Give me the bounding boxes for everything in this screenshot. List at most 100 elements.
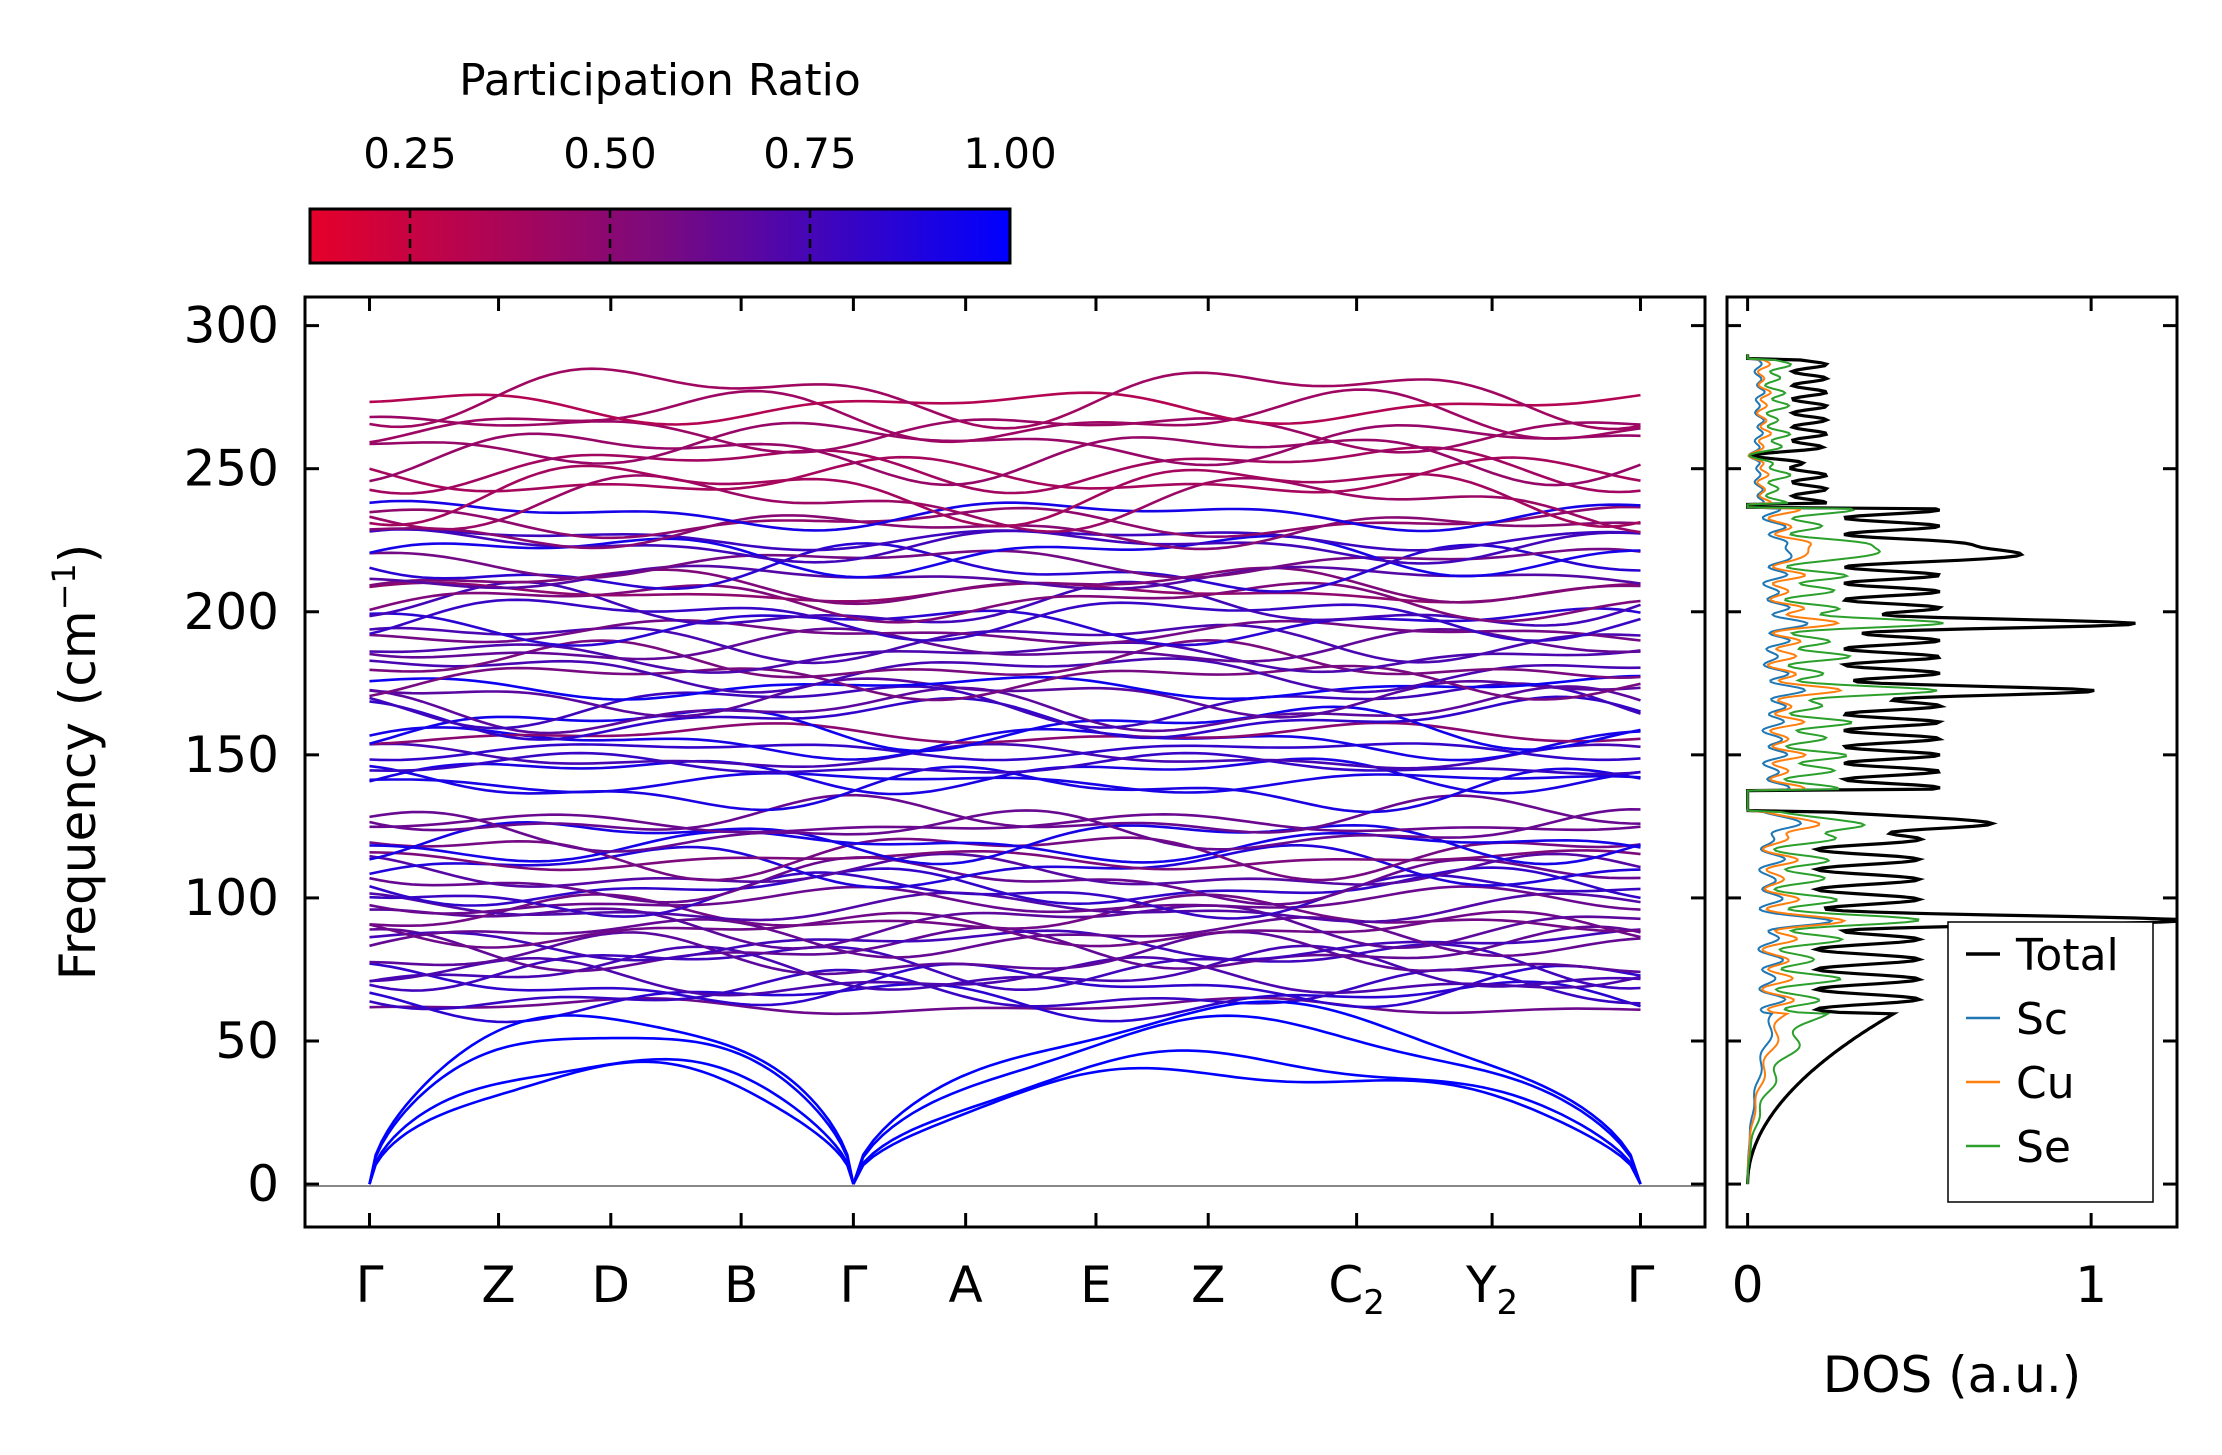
- legend-items: Total Sc Cu Se: [1966, 930, 2119, 1173]
- band-y-tick-label: 100: [184, 869, 279, 927]
- kpoint-label: Γ: [1627, 1256, 1655, 1314]
- phonon-band: [852, 1066, 1642, 1185]
- phonon-band: [369, 580, 1641, 627]
- kpoint-letter: Γ: [839, 1256, 867, 1314]
- phonon-band: [369, 446, 1641, 495]
- phonon-band: [369, 904, 1641, 950]
- colorbar-tick-label: 0.75: [763, 129, 857, 178]
- band-y-ticks: 0 50 100 150 200 250 300: [184, 297, 1705, 1213]
- dos-x-tick-label: 0: [1732, 1256, 1764, 1314]
- dos-curves: [1746, 354, 2177, 1185]
- dos-curve-total: [1746, 354, 2177, 1185]
- phonon-band: [369, 962, 1641, 1009]
- phonon-band: [369, 812, 1641, 834]
- phonon-band: [369, 726, 1641, 762]
- phonon-band: [369, 742, 1641, 762]
- dos-panel-frame: [1725, 295, 2179, 1229]
- phonon-band: [369, 627, 1641, 663]
- kpoint-label: B: [724, 1256, 758, 1314]
- kpoint-subscript: 2: [1497, 1283, 1519, 1323]
- dos-curve-sc: [1746, 354, 1834, 1185]
- phonon-band: [369, 464, 1641, 529]
- dos-curve-se: [1746, 354, 1944, 1185]
- kpoint-label: Γ: [356, 1256, 384, 1314]
- legend-frame: [1947, 921, 2154, 1203]
- band-y-tick-label: 300: [184, 297, 279, 355]
- phonon-band: [369, 547, 1641, 580]
- phonon-band: [369, 421, 1641, 467]
- kpoint-letter: C: [1328, 1256, 1363, 1314]
- phonon-band: [369, 705, 1641, 753]
- phonon-band: [369, 916, 1641, 959]
- phonon-band: [368, 1060, 855, 1185]
- phonon-band: [369, 455, 1641, 494]
- phonon-band: [369, 623, 1641, 665]
- phonon-band: [369, 893, 1641, 933]
- kpoint-letter: Z: [481, 1256, 515, 1314]
- kpoint-letter: Γ: [356, 1256, 384, 1314]
- kpoint-subscript: 2: [1363, 1283, 1385, 1323]
- kpoint-label: C2: [1328, 1256, 1385, 1323]
- colorbar-tick-label: 1.00: [963, 129, 1057, 178]
- band-y-tick-label: 250: [184, 440, 279, 498]
- phonon-band: [852, 1000, 1642, 1185]
- kpoint-label: D: [592, 1256, 631, 1314]
- phonon-band: [369, 928, 1641, 962]
- colorbar: Participation Ratio 0.25 0.50 0.75 1.00: [308, 55, 1057, 265]
- kpoint-label: Γ: [839, 1256, 867, 1314]
- phonon-band: [369, 664, 1641, 702]
- phonon-bands: [368, 367, 1642, 1185]
- phonon-band: [852, 1049, 1642, 1185]
- phonon-band: [369, 657, 1641, 694]
- phonon-band: [369, 682, 1641, 730]
- phonon-band: [369, 771, 1641, 794]
- kpoint-label: A: [949, 1256, 983, 1314]
- kpoint-letter: Z: [1191, 1256, 1225, 1314]
- legend-label-sc: Sc: [2016, 994, 2068, 1045]
- phonon-band: [369, 742, 1641, 770]
- kpoint-letter: B: [724, 1256, 758, 1314]
- phonon-band: [369, 885, 1641, 915]
- band-y-tick-label: 50: [215, 1012, 279, 1070]
- colorbar-tick-labels: 0.25 0.50 0.75 1.00: [363, 129, 1057, 178]
- kpoint-letter: Γ: [1627, 1256, 1655, 1314]
- phonon-band: [369, 930, 1641, 976]
- phonon-band: [369, 674, 1641, 701]
- band-y-tick-label: 200: [184, 583, 279, 641]
- kpoint-letter: D: [592, 1256, 631, 1314]
- legend-label-total: Total: [2015, 930, 2119, 981]
- kpoint-letter: Y: [1465, 1256, 1497, 1314]
- phonon-band: [369, 793, 1641, 834]
- phonon-band: [369, 499, 1641, 533]
- phonon-band: [368, 1014, 855, 1185]
- dos-curve-cu: [1746, 354, 1847, 1185]
- phonon-band: [368, 1036, 855, 1185]
- kpoint-label: E: [1080, 1256, 1112, 1314]
- phonon-band: [369, 618, 1641, 645]
- colorbar-ticks: [408, 209, 812, 263]
- phonon-band: [369, 638, 1641, 680]
- legend-label-se: Se: [2016, 1122, 2071, 1173]
- band-y-tick-label: 150: [184, 726, 279, 784]
- phonon-band: [369, 830, 1641, 864]
- y-axis-label-main: Frequency (cm: [49, 610, 107, 980]
- dos-legend: Total Sc Cu Se: [1947, 921, 2154, 1203]
- kpoint-letter: E: [1080, 1256, 1112, 1314]
- phonon-band: [369, 391, 1641, 426]
- phonon-band: [369, 996, 1641, 1016]
- kpoint-label: Z: [481, 1256, 515, 1314]
- phonon-band: [369, 980, 1641, 1024]
- colorbar-tick-label: 0.25: [363, 129, 457, 178]
- phonon-band: [369, 751, 1641, 776]
- phonon-band: [369, 581, 1641, 624]
- phonon-band: [369, 598, 1641, 643]
- y-axis-label: Frequency (cm−1): [45, 544, 107, 981]
- y-axis-label-sup: −1: [45, 563, 83, 610]
- band-y-tick-label: 0: [247, 1155, 279, 1213]
- phonon-band: [369, 757, 1641, 796]
- legend-label-cu: Cu: [2016, 1058, 2075, 1109]
